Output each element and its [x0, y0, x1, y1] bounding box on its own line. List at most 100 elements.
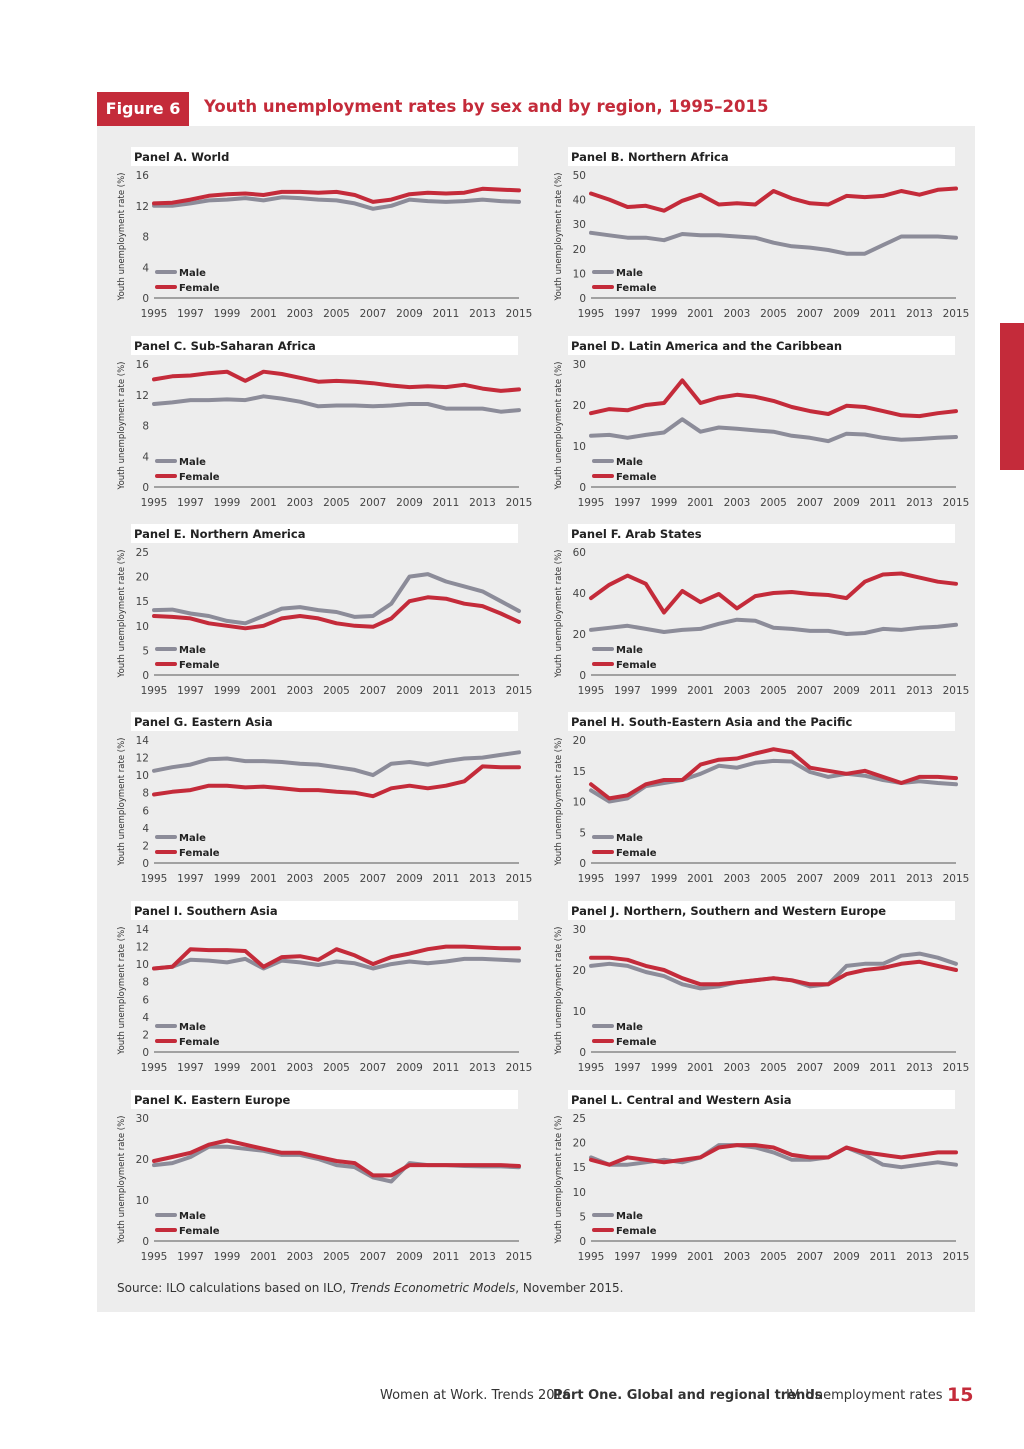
- y-tick-label: 0: [142, 670, 149, 682]
- x-tick-label: 2001: [250, 873, 277, 885]
- x-tick-label: 2007: [797, 1251, 824, 1263]
- series-line-female: [152, 764, 521, 799]
- y-tick-label: 10: [136, 621, 149, 633]
- x-tick-label: 2011: [870, 873, 897, 885]
- y-tick-label: 4: [142, 262, 149, 274]
- x-tick-label: 1995: [141, 873, 168, 885]
- panel-title: Panel A. World: [134, 150, 229, 164]
- chart-panel-a-world: Panel A. World Youth unemployment rate (%…: [117, 147, 533, 320]
- x-tick-label: 2005: [760, 685, 787, 697]
- y-tick-label: 16: [136, 170, 150, 182]
- x-tick-label: 2003: [287, 685, 314, 697]
- x-tick-label: 1997: [177, 497, 204, 509]
- x-tick-label: 1999: [214, 1062, 241, 1074]
- x-tick-label: 2009: [833, 873, 860, 885]
- panel-title-bar: [568, 1090, 955, 1109]
- x-tick-label: 2001: [687, 873, 714, 885]
- x-tick-label: 2001: [250, 1062, 277, 1074]
- x-tick-label: 1995: [141, 1251, 168, 1263]
- x-tick-label: 1999: [214, 497, 241, 509]
- legend-label-male: Male: [616, 1211, 643, 1222]
- panel-title: Panel K. Eastern Europe: [134, 1093, 291, 1107]
- legend-label-male: Male: [179, 645, 206, 656]
- y-tick-label: 6: [142, 994, 149, 1006]
- legend-label-female: Female: [179, 660, 220, 671]
- y-axis-label: Youth unemployment rate (%): [117, 362, 127, 491]
- series-line-female: [152, 369, 521, 393]
- x-tick-label: 2011: [433, 497, 460, 509]
- legend-label-female: Female: [179, 848, 220, 859]
- series-line-female: [589, 747, 958, 801]
- y-axis-label: Youth unemployment rate (%): [554, 1116, 564, 1245]
- x-tick-label: 2015: [506, 308, 533, 320]
- x-tick-label: 1995: [578, 1062, 605, 1074]
- y-tick-label: 10: [573, 1006, 586, 1018]
- legend-label-female: Female: [616, 472, 657, 483]
- panel-title-bar: [131, 336, 518, 355]
- legend-label-male: Male: [179, 268, 206, 279]
- x-tick-label: 2011: [870, 685, 897, 697]
- x-tick-label: 1995: [578, 685, 605, 697]
- y-tick-label: 20: [573, 629, 586, 641]
- legend-label-female: Female: [616, 1226, 657, 1237]
- panel-title-bar: [131, 901, 518, 920]
- series-line-female: [589, 571, 958, 615]
- panel-title-bar: [131, 712, 518, 731]
- x-tick-label: 2013: [906, 873, 933, 885]
- y-tick-label: 14: [136, 735, 150, 747]
- legend-label-male: Male: [179, 1022, 206, 1033]
- source-prefix: Source: ILO calculations based on ILO,: [117, 1281, 351, 1295]
- x-tick-label: 2015: [943, 1251, 970, 1263]
- y-tick-label: 2: [142, 1029, 149, 1041]
- panel-title: Panel B. Northern Africa: [571, 150, 729, 164]
- y-tick-label: 10: [573, 1187, 586, 1199]
- x-tick-label: 2013: [906, 497, 933, 509]
- legend-label-female: Female: [179, 472, 220, 483]
- y-tick-label: 12: [136, 390, 149, 402]
- x-tick-label: 2001: [687, 1062, 714, 1074]
- y-tick-label: 12: [136, 201, 149, 213]
- y-tick-label: 12: [136, 753, 149, 765]
- y-tick-label: 20: [573, 965, 586, 977]
- x-tick-label: 1995: [141, 308, 168, 320]
- x-tick-label: 2015: [943, 873, 970, 885]
- panel-title-bar: [568, 524, 955, 543]
- page-footer: Women at Work. Trends 2016 Part One. Glo…: [0, 1384, 1024, 1408]
- footer-book-title: Women at Work. Trends 2016: [380, 1388, 572, 1403]
- panel-title-bar: [131, 524, 518, 543]
- y-tick-label: 5: [579, 827, 586, 839]
- x-tick-label: 1999: [214, 308, 241, 320]
- page-number: 15: [947, 1384, 974, 1406]
- x-tick-label: 2009: [396, 1251, 423, 1263]
- y-tick-label: 0: [142, 482, 149, 494]
- x-tick-label: 2007: [360, 497, 387, 509]
- y-axis-label: Youth unemployment rate (%): [554, 362, 564, 491]
- x-tick-label: 1995: [141, 685, 168, 697]
- panel-title-bar: [568, 712, 955, 731]
- y-axis-label: Youth unemployment rate (%): [117, 173, 127, 302]
- panel-title: Panel C. Sub-Saharan Africa: [134, 339, 316, 353]
- x-tick-label: 2013: [469, 1062, 496, 1074]
- x-tick-label: 1997: [614, 497, 641, 509]
- x-tick-label: 2013: [906, 685, 933, 697]
- x-tick-label: 2003: [724, 1062, 751, 1074]
- x-tick-label: 2013: [906, 1062, 933, 1074]
- y-tick-label: 4: [142, 451, 149, 463]
- x-tick-label: 1995: [578, 308, 605, 320]
- panel-title-bar: [131, 147, 518, 166]
- chart-panel-j-europe: Panel J. Northern, Southern and Western …: [554, 901, 970, 1074]
- y-tick-label: 0: [579, 1236, 586, 1248]
- x-tick-label: 2001: [250, 685, 277, 697]
- x-tick-label: 2013: [469, 873, 496, 885]
- x-tick-label: 2001: [687, 1251, 714, 1263]
- series-line-male: [152, 956, 521, 971]
- legend-label-male: Male: [616, 268, 643, 279]
- y-tick-label: 15: [573, 1162, 586, 1174]
- x-tick-label: 2015: [943, 1062, 970, 1074]
- y-tick-label: 0: [142, 293, 149, 305]
- x-tick-label: 2007: [360, 308, 387, 320]
- chapter-side-tab: [1000, 323, 1024, 470]
- x-tick-label: 1995: [141, 497, 168, 509]
- y-axis-label: Youth unemployment rate (%): [554, 738, 564, 867]
- x-tick-label: 1999: [651, 308, 678, 320]
